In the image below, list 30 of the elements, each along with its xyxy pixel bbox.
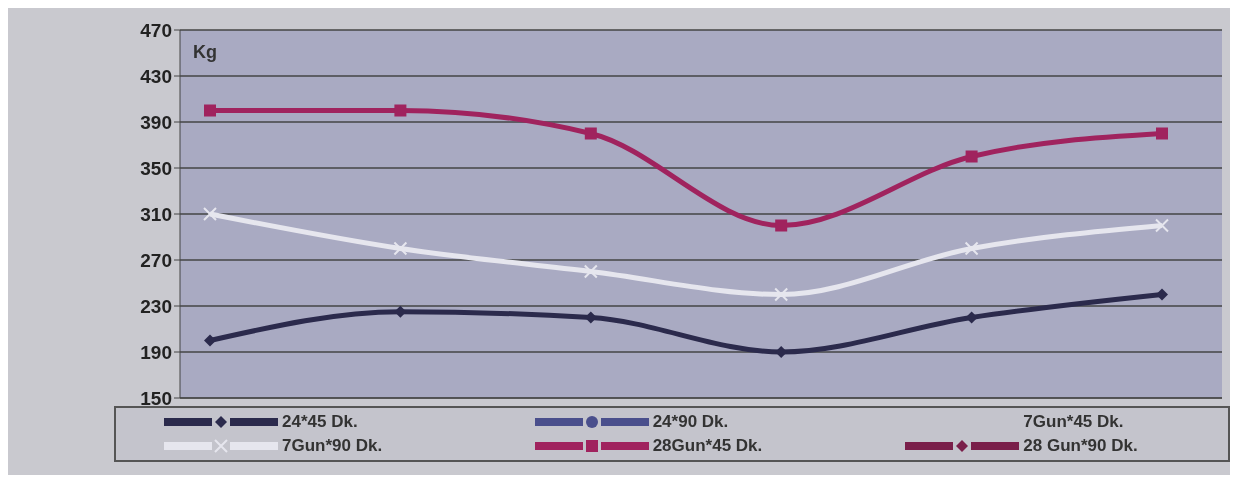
point bbox=[204, 104, 216, 117]
point bbox=[1155, 218, 1169, 233]
y-tick-label: 310 bbox=[140, 203, 172, 225]
text: 7Gun*45 Dk. bbox=[1023, 412, 1124, 432]
legend-label: 24*90 Dk. bbox=[652, 412, 729, 432]
point bbox=[775, 219, 788, 232]
y-tick-label: 190 bbox=[140, 341, 172, 363]
point bbox=[393, 241, 408, 256]
y-tick-label: 230 bbox=[140, 295, 172, 317]
point bbox=[583, 264, 598, 279]
point bbox=[204, 334, 216, 347]
legend-label: 28Gun*45 Dk. bbox=[652, 436, 763, 456]
y-tick-label: 470 bbox=[140, 19, 172, 41]
point bbox=[1156, 127, 1168, 140]
point bbox=[584, 127, 597, 140]
y-tick-label: 350 bbox=[140, 157, 172, 179]
y-tick-label: 150 bbox=[140, 387, 172, 409]
legend-label: 24*45 Dk. bbox=[282, 412, 358, 432]
point bbox=[774, 287, 789, 302]
point bbox=[965, 150, 978, 163]
point bbox=[1156, 288, 1168, 301]
y-tick-label: 430 bbox=[140, 65, 172, 87]
y-tick-label: 390 bbox=[140, 111, 172, 133]
point bbox=[203, 207, 217, 221]
y-axis-title: Kg bbox=[193, 42, 217, 63]
point bbox=[964, 241, 979, 256]
y-tick-label: 270 bbox=[140, 249, 172, 271]
point bbox=[394, 104, 407, 117]
legend-label: 28 Gun*90 Dk. bbox=[1023, 436, 1138, 456]
legend-label: 7Gun*90 Dk. bbox=[282, 436, 383, 456]
